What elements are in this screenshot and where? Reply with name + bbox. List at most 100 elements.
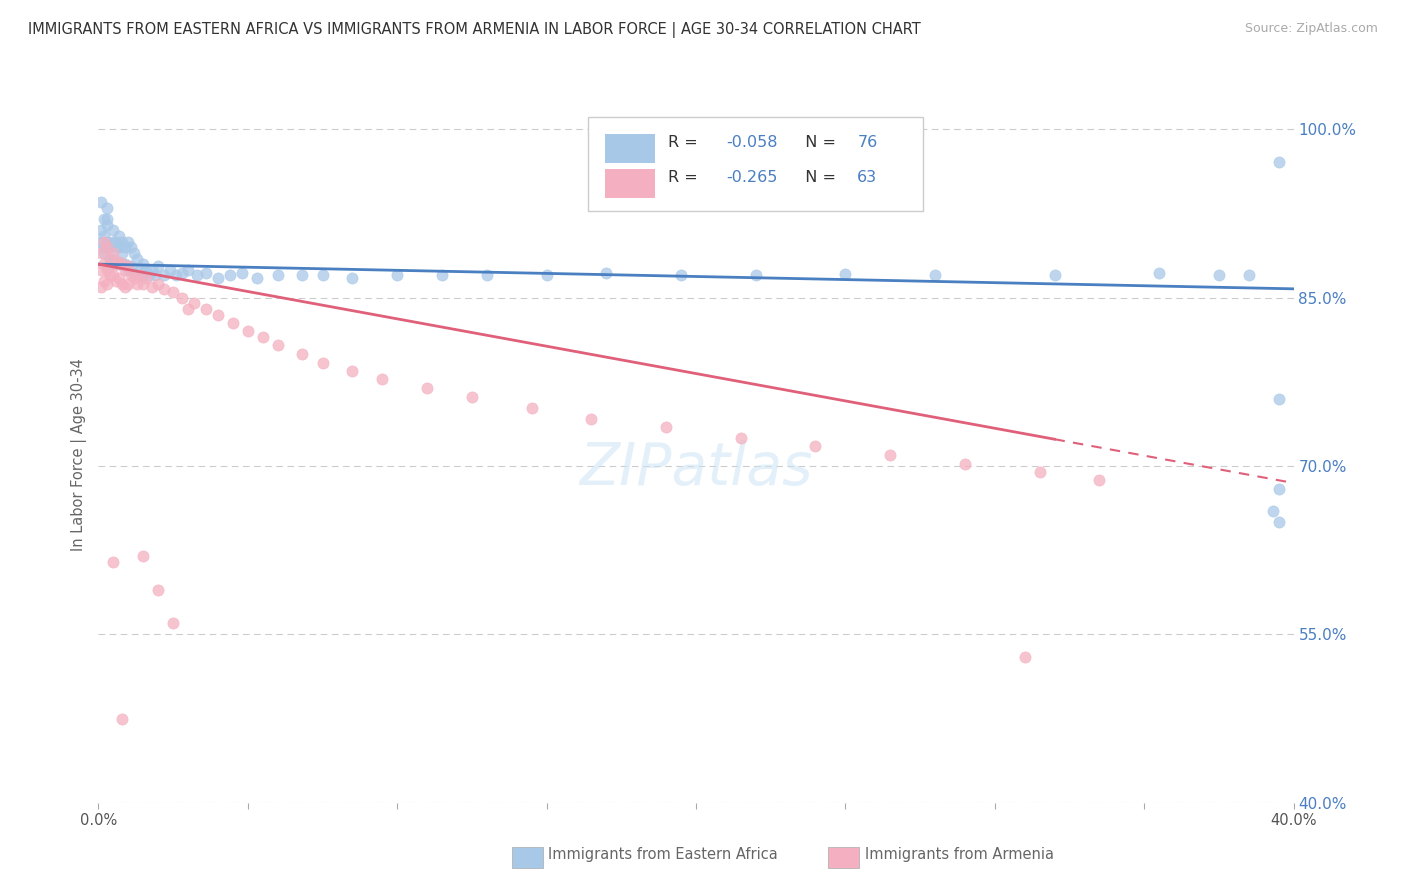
Point bbox=[162, 285, 184, 300]
Y-axis label: In Labor Force | Age 30-34: In Labor Force | Age 30-34 bbox=[72, 359, 87, 551]
Point bbox=[132, 268, 155, 283]
Point bbox=[1028, 465, 1050, 479]
Point bbox=[93, 212, 115, 227]
Point bbox=[1147, 266, 1170, 280]
Point bbox=[129, 268, 152, 283]
Text: R =: R = bbox=[668, 169, 703, 185]
Point bbox=[96, 235, 118, 249]
FancyBboxPatch shape bbox=[605, 169, 655, 198]
Point bbox=[124, 270, 146, 285]
Point bbox=[177, 301, 200, 316]
Point bbox=[924, 268, 946, 283]
Point bbox=[105, 257, 128, 271]
Point bbox=[595, 266, 617, 280]
Point bbox=[120, 240, 142, 254]
Point bbox=[207, 270, 229, 285]
Point bbox=[536, 268, 558, 283]
Point bbox=[252, 330, 274, 344]
Point bbox=[141, 262, 163, 277]
Point bbox=[93, 257, 115, 271]
Point bbox=[371, 371, 394, 385]
Point bbox=[311, 356, 333, 370]
Point bbox=[953, 457, 976, 471]
Point bbox=[311, 268, 333, 283]
Point bbox=[1237, 268, 1260, 283]
Point bbox=[108, 240, 131, 254]
Point bbox=[111, 246, 134, 260]
Point bbox=[103, 223, 125, 237]
Point bbox=[103, 555, 125, 569]
Point bbox=[93, 235, 115, 249]
Point bbox=[141, 279, 163, 293]
Point bbox=[114, 257, 136, 271]
Point bbox=[117, 277, 139, 292]
Point bbox=[96, 218, 118, 232]
Point bbox=[159, 262, 181, 277]
Point bbox=[108, 270, 131, 285]
Point bbox=[96, 201, 118, 215]
Point bbox=[132, 277, 155, 292]
Point bbox=[236, 325, 259, 339]
Point bbox=[96, 262, 118, 277]
Point bbox=[93, 246, 115, 260]
Point bbox=[291, 268, 314, 283]
Text: N =: N = bbox=[796, 135, 841, 150]
Point bbox=[105, 257, 128, 271]
Point bbox=[132, 257, 155, 271]
Point bbox=[138, 268, 160, 283]
Point bbox=[100, 252, 122, 266]
Point bbox=[520, 401, 543, 415]
Point bbox=[172, 291, 194, 305]
Point bbox=[342, 270, 364, 285]
Point bbox=[114, 262, 136, 277]
Point bbox=[111, 235, 134, 249]
Point bbox=[730, 431, 752, 445]
Point bbox=[1088, 473, 1111, 487]
Point bbox=[153, 282, 176, 296]
Point bbox=[117, 260, 139, 274]
Point bbox=[105, 274, 128, 288]
Point bbox=[103, 268, 125, 283]
Point bbox=[111, 712, 134, 726]
Point bbox=[669, 268, 692, 283]
Point bbox=[655, 420, 678, 434]
Point bbox=[222, 316, 245, 330]
Text: R =: R = bbox=[668, 135, 703, 150]
Point bbox=[117, 235, 139, 249]
Point bbox=[111, 257, 134, 271]
Point bbox=[90, 195, 112, 210]
Point bbox=[129, 262, 152, 277]
Point bbox=[430, 268, 453, 283]
Point bbox=[153, 268, 176, 283]
Text: IMMIGRANTS FROM EASTERN AFRICA VS IMMIGRANTS FROM ARMENIA IN LABOR FORCE | AGE 3: IMMIGRANTS FROM EASTERN AFRICA VS IMMIGR… bbox=[28, 22, 921, 38]
Point bbox=[105, 235, 128, 249]
Point bbox=[127, 277, 149, 292]
Point bbox=[114, 240, 136, 254]
Point bbox=[581, 412, 603, 426]
Point bbox=[108, 229, 131, 244]
Point bbox=[385, 268, 409, 283]
Point bbox=[120, 268, 142, 283]
Point bbox=[90, 235, 112, 249]
Point bbox=[90, 223, 112, 237]
Point bbox=[342, 364, 364, 378]
Point bbox=[1267, 392, 1289, 406]
Point bbox=[93, 240, 115, 254]
Text: -0.058: -0.058 bbox=[725, 135, 778, 150]
Point bbox=[1043, 268, 1066, 283]
Point bbox=[100, 268, 122, 283]
Text: -0.265: -0.265 bbox=[725, 169, 778, 185]
Point bbox=[745, 268, 768, 283]
Point bbox=[90, 246, 112, 260]
Point bbox=[143, 268, 166, 283]
Point bbox=[267, 268, 290, 283]
Point bbox=[96, 212, 118, 227]
Point bbox=[135, 270, 157, 285]
Point bbox=[111, 277, 134, 292]
Point bbox=[1014, 649, 1036, 664]
Point bbox=[219, 268, 242, 283]
Point bbox=[165, 268, 187, 283]
Point bbox=[1208, 268, 1230, 283]
Text: Immigrants from Armenia: Immigrants from Armenia bbox=[865, 847, 1053, 863]
Point bbox=[127, 252, 149, 266]
